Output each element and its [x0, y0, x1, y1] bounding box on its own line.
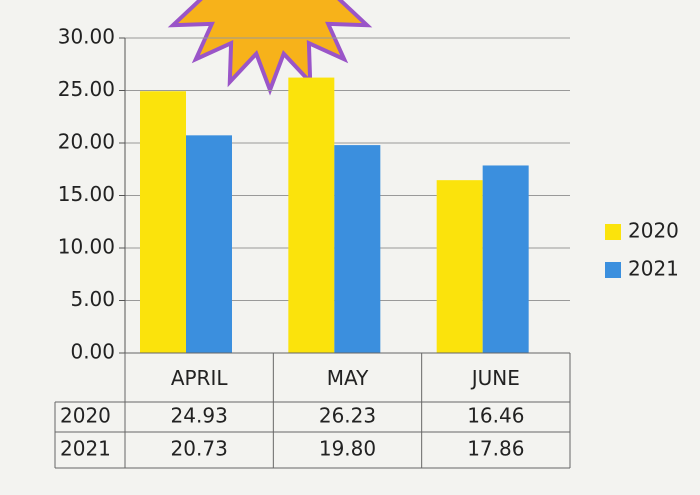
legend-swatch — [605, 224, 621, 240]
y-tick-label: 25.00 — [58, 77, 115, 101]
x-tick-label: APRIL — [171, 366, 229, 390]
table-value: 24.93 — [171, 404, 228, 428]
x-tick-label: MAY — [327, 366, 369, 390]
y-tick-label: 10.00 — [58, 235, 115, 259]
table-value: 20.73 — [171, 437, 228, 461]
bar — [334, 145, 380, 353]
legend-swatch — [605, 262, 621, 278]
table-value: 26.23 — [319, 404, 376, 428]
bar — [437, 180, 483, 353]
table-value: 17.86 — [467, 437, 524, 461]
table-row-label: 2020 — [60, 404, 111, 428]
bar — [288, 78, 334, 353]
y-tick-label: 15.00 — [58, 182, 115, 206]
bar — [140, 91, 186, 353]
y-tick-label: 20.00 — [58, 130, 115, 154]
table-value: 19.80 — [319, 437, 376, 461]
bar — [186, 135, 232, 353]
x-tick-label: JUNE — [470, 366, 520, 390]
y-tick-label: 30.00 — [58, 25, 115, 49]
table-row-label: 2021 — [60, 437, 111, 461]
chart: 0.00 5.00 10.00 15.00 20.00 25.00 30.00 APRIL 24… — [0, 0, 700, 495]
y-tick-label: 5.00 — [70, 287, 115, 311]
y-tick-label: 0.00 — [70, 340, 115, 364]
bar — [483, 165, 529, 353]
table-value: 16.46 — [467, 404, 524, 428]
legend-label: 2020 — [628, 219, 679, 243]
legend-label: 2021 — [628, 257, 679, 281]
